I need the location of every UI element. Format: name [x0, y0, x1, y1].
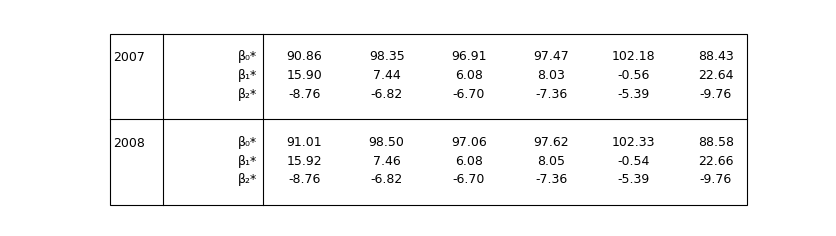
- Text: -6.82: -6.82: [370, 88, 403, 101]
- Text: -0.54: -0.54: [617, 155, 650, 168]
- Text: -6.82: -6.82: [370, 173, 403, 186]
- Text: 6.08: 6.08: [455, 69, 483, 82]
- Text: -8.76: -8.76: [288, 173, 320, 186]
- Text: β₂*: β₂*: [237, 88, 257, 101]
- Text: 88.43: 88.43: [698, 50, 734, 63]
- Text: 2007: 2007: [113, 51, 145, 64]
- Text: -9.76: -9.76: [700, 88, 732, 101]
- Text: 7.46: 7.46: [373, 155, 400, 168]
- Text: β₀*: β₀*: [237, 136, 257, 149]
- Text: 91.01: 91.01: [287, 136, 322, 149]
- Text: 6.08: 6.08: [455, 155, 483, 168]
- Text: 22.66: 22.66: [698, 155, 733, 168]
- Text: 7.44: 7.44: [373, 69, 400, 82]
- Text: 90.86: 90.86: [287, 50, 322, 63]
- Text: β₁*: β₁*: [237, 155, 257, 168]
- Text: 8.03: 8.03: [538, 69, 565, 82]
- Text: 97.47: 97.47: [533, 50, 569, 63]
- Text: 96.91: 96.91: [451, 50, 487, 63]
- Text: β₂*: β₂*: [237, 173, 257, 186]
- Text: -6.70: -6.70: [453, 88, 485, 101]
- Text: -9.76: -9.76: [700, 173, 732, 186]
- Text: -5.39: -5.39: [617, 88, 650, 101]
- Text: 97.62: 97.62: [533, 136, 569, 149]
- Text: 102.18: 102.18: [612, 50, 655, 63]
- Text: 97.06: 97.06: [451, 136, 487, 149]
- Text: 2008: 2008: [113, 137, 145, 150]
- Text: 102.33: 102.33: [612, 136, 655, 149]
- Text: -8.76: -8.76: [288, 88, 320, 101]
- Text: -0.56: -0.56: [617, 69, 650, 82]
- Text: 88.58: 88.58: [698, 136, 734, 149]
- Text: β₀*: β₀*: [237, 50, 257, 63]
- Text: -7.36: -7.36: [535, 88, 568, 101]
- Text: 98.35: 98.35: [369, 50, 405, 63]
- Text: 15.92: 15.92: [287, 155, 322, 168]
- Text: β₁*: β₁*: [237, 69, 257, 82]
- Text: -6.70: -6.70: [453, 173, 485, 186]
- Text: 98.50: 98.50: [369, 136, 405, 149]
- Text: 15.90: 15.90: [287, 69, 322, 82]
- Text: 22.64: 22.64: [698, 69, 733, 82]
- Text: 8.05: 8.05: [538, 155, 565, 168]
- Text: -7.36: -7.36: [535, 173, 568, 186]
- Text: -5.39: -5.39: [617, 173, 650, 186]
